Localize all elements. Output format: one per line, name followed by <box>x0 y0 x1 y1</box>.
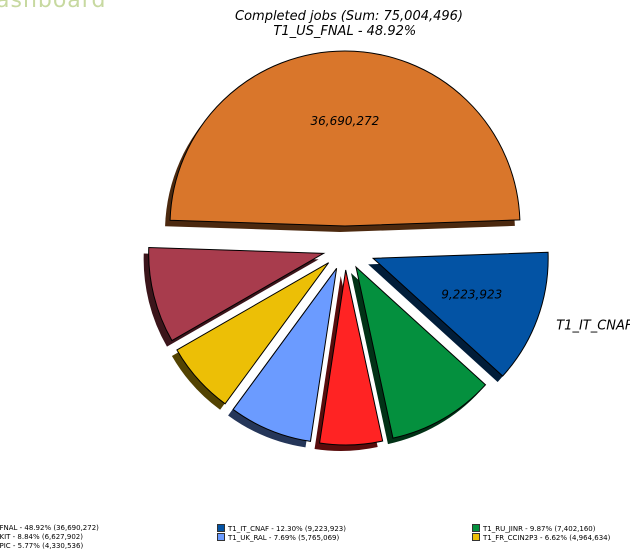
legend-item: T1_IT_CNAF - 12.30% (9,223,923) <box>217 524 346 534</box>
legend: _FNAL - 48.92% (36,690,272) T1_IT_CNAF - … <box>0 520 630 560</box>
legend-label: _FNAL - 48.92% (36,690,272) <box>0 524 99 532</box>
slice-value-label-t1-us-fnal: 36,690,272 <box>311 114 380 128</box>
legend-label: _KIT - 8.84% (6,627,902) <box>0 533 83 541</box>
legend-swatch <box>472 524 480 532</box>
legend-item: T1_FR_CCIN2P3 - 6.62% (4,964,634) <box>472 533 610 543</box>
slice-t1-es-pic <box>318 269 384 446</box>
slice-t1-fr-ccin2p3 <box>176 262 330 405</box>
legend-item: _FNAL - 48.92% (36,690,272) <box>0 524 99 533</box>
slice-t1-us-fnal <box>169 50 521 227</box>
slice-t1-ru-jinr <box>355 265 487 439</box>
slices <box>148 50 549 446</box>
slice-t1-uk-ral <box>232 268 338 442</box>
legend-swatch <box>217 533 225 541</box>
legend-label: _PIC - 5.77% (4,330,536) <box>0 542 84 550</box>
legend-label: T1_IT_CNAF - 12.30% (9,223,923) <box>228 525 346 533</box>
chart-title: Completed jobs (Sum: 75,004,496) <box>235 9 464 24</box>
legend-item: _KIT - 8.84% (6,627,902) <box>0 533 83 542</box>
slice-t1-it-cnaf <box>371 251 549 377</box>
legend-item: T1_RU_JINR - 9.87% (7,402,160) <box>472 524 595 534</box>
slice-t1-de-kit <box>148 247 326 342</box>
legend-swatch <box>217 524 225 532</box>
legend-item: _PIC - 5.77% (4,330,536) <box>0 542 83 551</box>
slice-outer-label-t1-us-fnal: T1_US_FNAL - 48.92% <box>273 24 416 39</box>
slice-value-label-t1-it-cnaf: 9,223,923 <box>441 287 502 301</box>
legend-label: T1_FR_CCIN2P3 - 6.62% (4,964,634) <box>483 534 611 542</box>
pie-chart: 36,690,272 T1_US_FNAL - 48.92% 9,223,923 T1… <box>143 24 630 451</box>
slice-outer-label-t1-it-cnaf: T1_IT_CNAF - 12.30% <box>556 318 630 333</box>
legend-swatch <box>472 533 480 541</box>
legend-label: T1_UK_RAL - 7.69% (5,765,069) <box>228 534 340 542</box>
dashboard-logo: ashboard <box>0 0 107 13</box>
legend-label: T1_RU_JINR - 9.87% (7,402,160) <box>483 525 596 533</box>
legend-item: T1_UK_RAL - 7.69% (5,765,069) <box>217 533 339 543</box>
slice-labels: 36,690,272 T1_US_FNAL - 48.92% 9,223,923 T1… <box>273 24 630 333</box>
